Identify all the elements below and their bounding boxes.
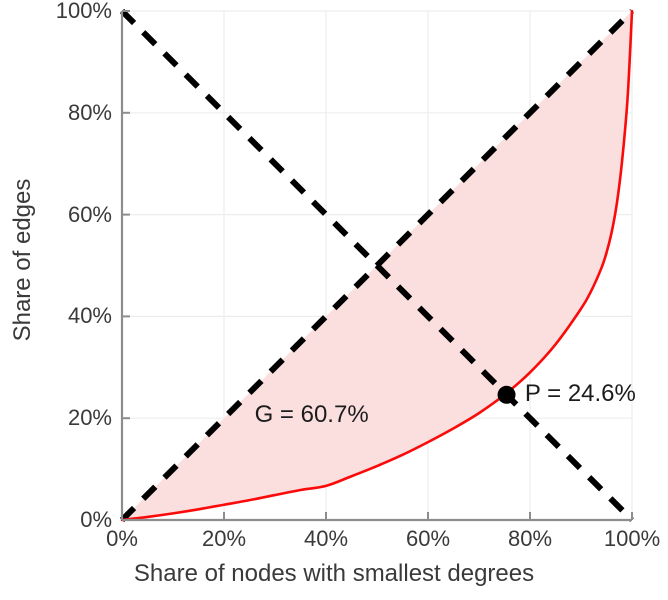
lorenz-curve: [120, 9, 634, 522]
p-annotation: P = 24.6%: [524, 379, 636, 407]
x-tick-label: 100%: [603, 526, 661, 551]
x-tick-label: 40%: [303, 526, 349, 551]
p-point-marker: [497, 385, 516, 404]
x-tick-label: 80%: [507, 526, 553, 551]
gini-annotation: G = 60.7%: [254, 400, 369, 428]
x-tick-label: 20%: [201, 526, 247, 551]
x-axis-title: Share of nodes with smallest degrees: [133, 560, 535, 587]
anti-diagonal-reference-line: [119, 8, 635, 523]
y-tick-label: 40%: [67, 303, 112, 329]
y-tick-label: 0%: [80, 507, 112, 532]
x-tick-label: 60%: [405, 526, 451, 551]
axis-spines: [120, 11, 632, 522]
y-tick-label: 100%: [55, 0, 112, 23]
y-tick-label: 80%: [67, 99, 112, 125]
y-tick-label: 20%: [67, 405, 112, 431]
x-tick-label: 0%: [106, 526, 138, 551]
y-tick-label: 60%: [67, 201, 112, 227]
tick-marks: [121, 10, 633, 521]
y-axis-title: Share of edges: [9, 178, 36, 342]
